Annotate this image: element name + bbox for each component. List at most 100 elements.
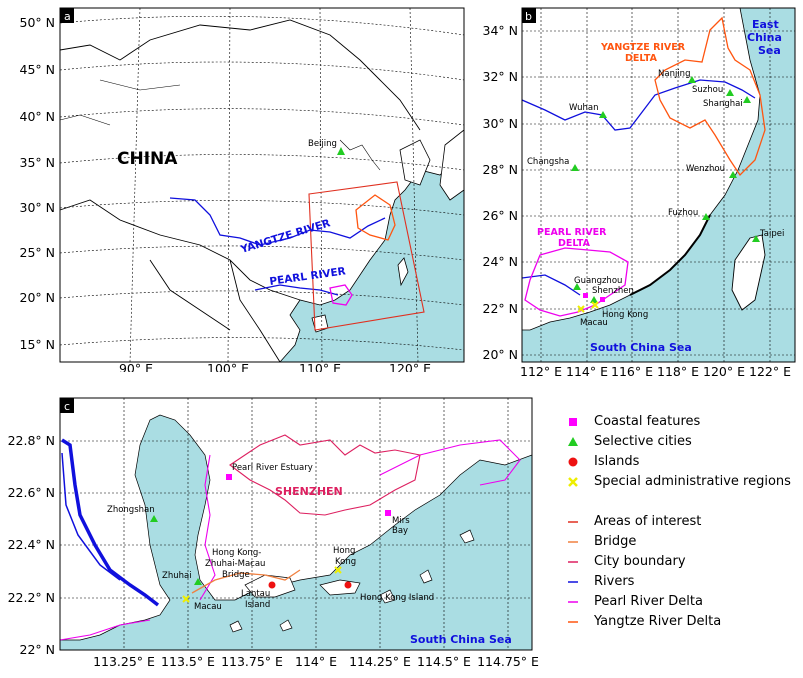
panel-a-yangtze-river — [169, 197, 386, 246]
legend-label: Yangtze River Delta — [594, 614, 722, 629]
panel-c-hzmb-label-1: Hong Kong- — [212, 548, 261, 558]
legend-item-islands: Islands — [560, 452, 800, 472]
panel-b-nanjing-label: Nanjing — [658, 69, 690, 79]
panel-a-area-of-interest — [308, 181, 425, 331]
panel-c-pre-marker — [226, 474, 232, 480]
panel-a-china-label: CHINA — [117, 149, 178, 169]
line-marker-icon — [568, 601, 578, 603]
panel-b-prd-label-1: PEARL RIVER — [537, 227, 607, 238]
panel-c-tag-box — [60, 398, 74, 413]
lat-tick-label: 30° N — [20, 200, 55, 215]
legend-label: Coastal features — [594, 414, 701, 429]
line-marker-icon — [568, 521, 578, 523]
lat-tick-label: 22° N — [483, 301, 518, 316]
panel-b-ecs-label-2: China — [747, 31, 782, 44]
panel-a-map: Beijing CHINA YANGTZE RIVER PEARL RIVER … — [0, 0, 470, 376]
cross-marker-icon — [568, 477, 578, 487]
lon-tick-label: 100° E — [207, 361, 249, 372]
panel-b-shenzhen-label: Shenzhen — [592, 286, 634, 296]
panel-b-scs-label: South China Sea — [590, 341, 692, 354]
panel-a-yrd — [355, 194, 396, 241]
panel-c-rivers — [61, 438, 160, 607]
panel-c-macau-label: Macau — [194, 602, 222, 612]
legend-line-rivers: Rivers — [560, 572, 800, 592]
panel-c-islands — [229, 529, 475, 633]
lon-tick-label: 112° E — [520, 364, 562, 379]
panel-c-hki-label: Hong Kong Island — [360, 593, 434, 603]
panel-a-taiwan — [397, 257, 409, 287]
panel-c-zhongshan-label: Zhongshan — [107, 505, 155, 515]
panel-a-frame — [59, 7, 465, 363]
lon-tick-label: 113.75° E — [221, 654, 283, 669]
lat-tick-label: 28° N — [483, 162, 518, 177]
panel-b-pearl-river — [521, 274, 581, 296]
legend-line-yrd: Yangtze River Delta — [560, 612, 800, 632]
panel-c-zhuhai-marker — [194, 578, 202, 585]
lon-tick-label: 120° E — [389, 361, 431, 372]
panel-c-hzmb-label-2: Zhuhai-Macau — [205, 559, 265, 569]
panel-a-prd — [329, 284, 353, 306]
panel-a-beijing-marker — [337, 147, 345, 155]
triangle-marker-icon — [568, 437, 578, 446]
panel-c-hki-marker — [344, 581, 352, 589]
panel-c-map: Pearl River Estuary SHENZHEN Zhongshan M… — [0, 385, 540, 674]
legend-label: Islands — [594, 454, 640, 469]
lat-tick-label: 20° N — [20, 290, 55, 305]
lat-tick-label: 35° N — [20, 155, 55, 170]
panel-c-shenzhen-boundary — [229, 434, 421, 516]
panel-b-ecs-label-3: Sea — [758, 44, 781, 57]
panel-a-graticule — [59, 7, 465, 363]
panel-c-frame — [59, 397, 533, 651]
lon-tick-label: 90° E — [119, 361, 153, 372]
lon-tick-label: 120° E — [703, 364, 745, 379]
panel-b-wuhan-label: Wuhan — [569, 103, 598, 113]
panel-c-lantau-label-2: Island — [245, 600, 270, 610]
lon-tick-label: 110° E — [299, 361, 341, 372]
legend-label: Bridge — [594, 534, 637, 549]
legend-item-coastal: Coastal features — [560, 412, 800, 432]
panel-c-zhongshan-marker — [150, 515, 158, 522]
lat-tick-label: 22.4° N — [8, 537, 55, 552]
panel-a-beijing-label: Beijing — [308, 139, 337, 149]
legend-label: City boundary — [594, 554, 686, 569]
panel-b-taipei-label: Taipei — [759, 229, 784, 239]
circle-marker-icon — [568, 457, 578, 467]
panel-b-city-markers — [571, 76, 760, 303]
lat-tick-label: 15° N — [20, 337, 55, 352]
legend-item-cities: Selective cities — [560, 432, 800, 452]
panel-a-borders — [59, 19, 421, 363]
legend-label: Selective cities — [594, 434, 692, 449]
panel-c-lantau-marker — [268, 581, 276, 589]
lon-tick-label: 114° E — [295, 654, 337, 669]
lat-tick-label: 25° N — [20, 245, 55, 260]
panel-b-map: Nanjing Suzhou Shanghai Wuhan Changsha W… — [470, 0, 803, 385]
panel-c-lantau-label-1: Lantau — [241, 589, 270, 599]
lon-tick-label: 116° E — [611, 364, 653, 379]
panel-a-tag: a — [64, 10, 71, 23]
panel-b-wenzhou-label: Wenzhou — [686, 164, 725, 174]
line-marker-icon — [568, 541, 578, 543]
panel-b-lat-axis: 34° N 32° N 30° N 28° N 26° N 24° N 22° N 20° N — [483, 23, 518, 362]
panel-c-svg: Pearl River Estuary SHENZHEN Zhongshan M… — [8, 397, 539, 669]
lat-tick-label: 20° N — [483, 347, 518, 362]
panel-c-shenzhen-label: SHENZHEN — [275, 485, 343, 498]
line-marker-icon — [568, 561, 578, 563]
square-marker-icon — [569, 418, 577, 426]
lon-tick-label: 113.25° E — [93, 654, 155, 669]
panel-b-macau-label: Macau — [580, 318, 608, 328]
legend-line-areas: Areas of interest — [560, 512, 800, 532]
panel-b-yrd-label-2: DELTA — [625, 53, 658, 64]
panel-b-guangzhou-label: Guangzhou — [574, 276, 622, 286]
lat-tick-label: 22.6° N — [8, 485, 55, 500]
panel-c-pre-label: Pearl River Estuary — [232, 463, 313, 473]
panel-a-land — [59, 7, 465, 363]
panel-b-ecs-label-1: East — [752, 18, 779, 31]
legend-line-bridge: Bridge — [560, 532, 800, 552]
legend: Coastal features Selective cities Island… — [560, 412, 800, 632]
panel-a-tag-box — [60, 8, 74, 23]
lat-tick-label: 22° N — [20, 642, 55, 657]
panel-a-pearl-river — [254, 284, 339, 296]
lon-tick-label: 113.5° E — [161, 654, 215, 669]
panel-b-prd-label-2: DELTA — [558, 238, 591, 249]
lat-tick-label: 45° N — [20, 62, 55, 77]
